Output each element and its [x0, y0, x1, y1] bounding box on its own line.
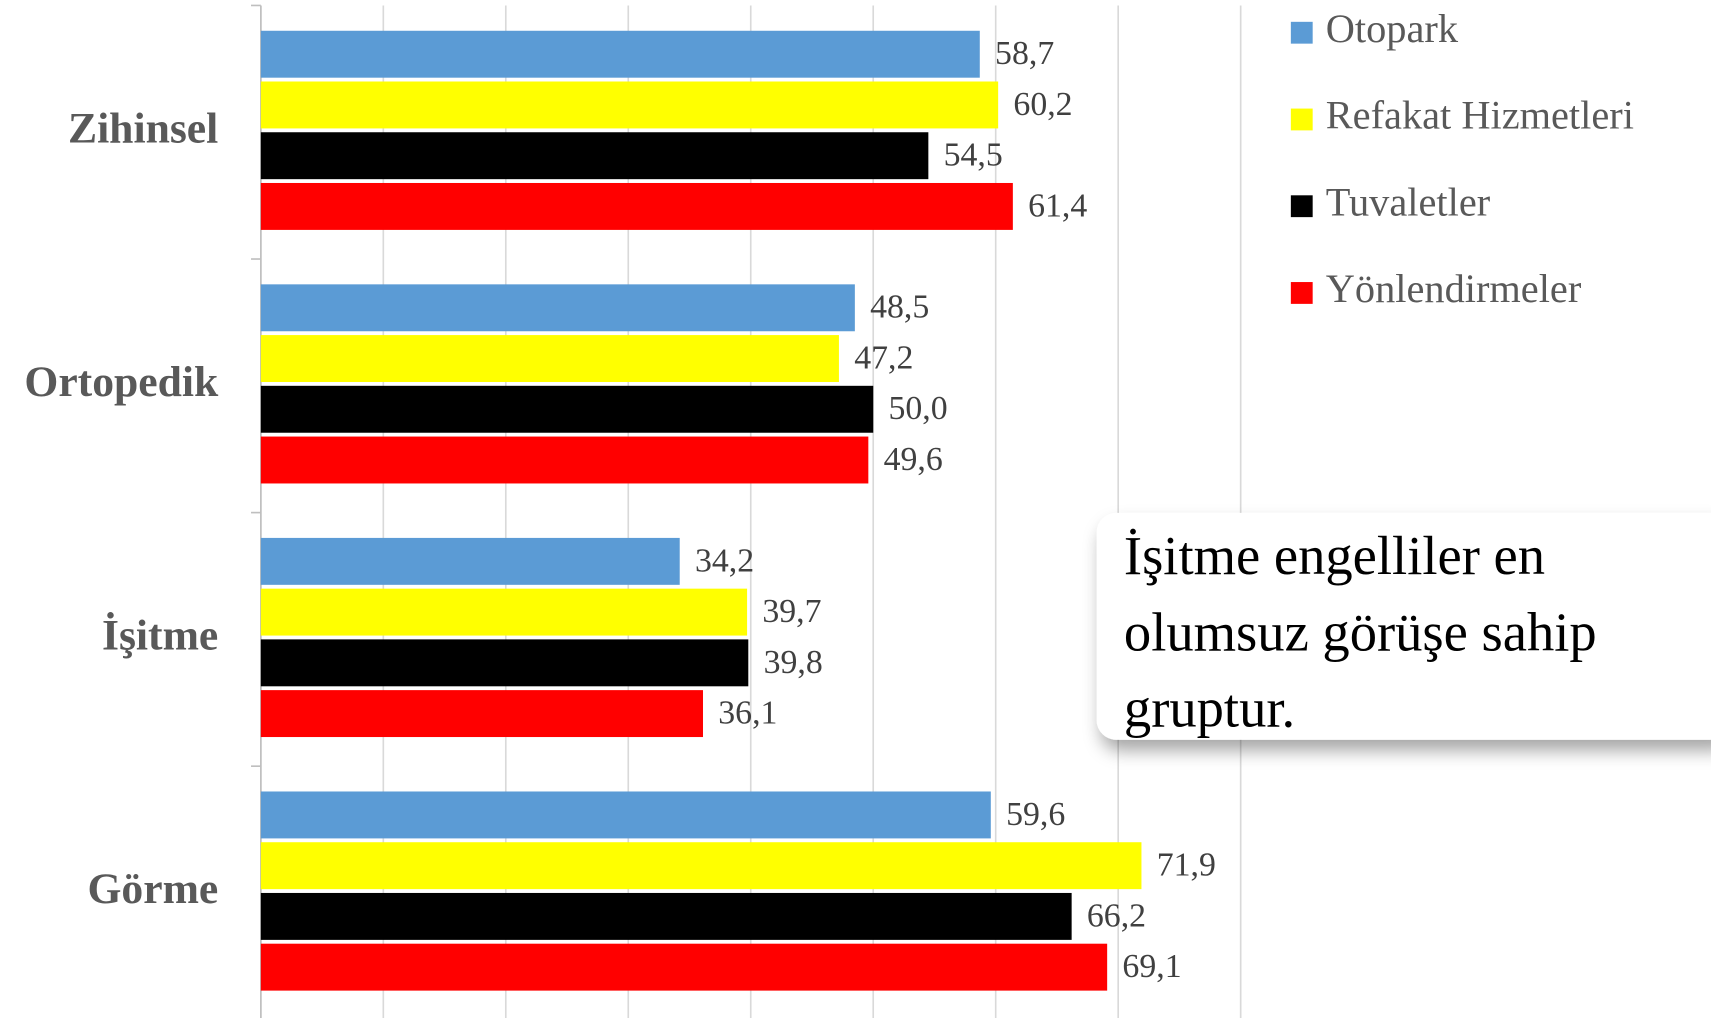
bar — [260, 284, 855, 332]
value-label: 39,7 — [762, 593, 821, 630]
bar — [260, 943, 1108, 991]
value-label: 61,4 — [1028, 187, 1087, 224]
annotation: İşitme engelliler en olumsuz görüşe sahi… — [1123, 524, 1597, 739]
bar — [260, 588, 748, 636]
bar — [260, 690, 703, 738]
bar — [260, 335, 839, 382]
bar — [260, 436, 869, 484]
bar — [260, 537, 680, 585]
value-label: 47,2 — [854, 339, 913, 376]
bar — [260, 892, 1072, 940]
legend-label: Tuvaletler — [1326, 179, 1491, 224]
value-label: 54,5 — [944, 137, 1003, 174]
annotation-box — [1096, 512, 1711, 740]
category-label: Zihinsel — [68, 104, 218, 152]
category-label: İşitme — [102, 611, 218, 659]
value-label: 59,6 — [1006, 796, 1065, 833]
category-label: Ortopedik — [24, 358, 219, 406]
value-label: 60,2 — [1013, 86, 1072, 123]
value-label: 49,6 — [884, 441, 943, 478]
bar — [260, 385, 874, 433]
plot-area: Zihinsel 58,7 60,2 54,5 61,4 Ortopedik 48,5 47,… — [24, 4, 1634, 1018]
legend-label: Refakat Hizmetleri — [1326, 93, 1634, 138]
legend-label: Otopark — [1326, 6, 1459, 51]
bar — [260, 132, 929, 180]
bar — [260, 842, 1142, 890]
legend-swatch — [1290, 282, 1313, 304]
legend-swatch — [1290, 108, 1313, 131]
value-label: 58,7 — [995, 35, 1054, 72]
category-label: Görme — [87, 865, 218, 913]
legend-label: Yönlendirmeler — [1326, 266, 1582, 311]
legend-swatch — [1290, 195, 1313, 218]
bar — [260, 81, 999, 129]
value-label: 48,5 — [870, 289, 929, 326]
value-label: 50,0 — [889, 390, 948, 427]
value-label: 34,2 — [695, 542, 754, 579]
legend-swatch — [1290, 21, 1313, 44]
bar — [260, 182, 1013, 230]
value-label: 39,8 — [764, 644, 823, 681]
value-label: 71,9 — [1157, 847, 1216, 884]
value-label: 69,1 — [1122, 948, 1181, 985]
bar — [260, 639, 749, 687]
annotation-holder: İşitme engelliler en olumsuz görüşe sahi… — [1123, 524, 1597, 739]
bar — [260, 30, 980, 78]
value-label: 66,2 — [1087, 897, 1146, 934]
value-label: 36,1 — [718, 695, 777, 732]
bar — [260, 791, 991, 839]
